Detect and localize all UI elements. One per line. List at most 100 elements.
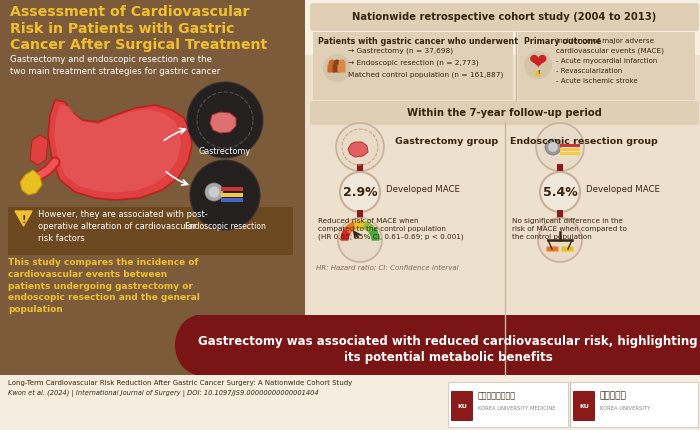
- Text: This study compares the incidence of
cardiovascular events between
patients unde: This study compares the incidence of car…: [8, 258, 200, 314]
- FancyBboxPatch shape: [557, 210, 563, 218]
- FancyBboxPatch shape: [305, 55, 700, 375]
- FancyBboxPatch shape: [451, 391, 473, 421]
- FancyBboxPatch shape: [357, 164, 363, 172]
- Text: Developed MACE: Developed MACE: [386, 185, 460, 194]
- Circle shape: [540, 172, 580, 212]
- Text: KOREA UNIVERSITY MEDICINE: KOREA UNIVERSITY MEDICINE: [478, 406, 556, 412]
- Polygon shape: [15, 211, 32, 226]
- Text: 고려대학교의료원: 고려대학교의료원: [478, 391, 516, 400]
- Circle shape: [340, 172, 380, 212]
- Polygon shape: [48, 100, 192, 200]
- FancyBboxPatch shape: [570, 382, 698, 427]
- Text: HR: Hazard ratio; CI: Confidence interval: HR: Hazard ratio; CI: Confidence interva…: [316, 265, 458, 271]
- FancyBboxPatch shape: [332, 64, 340, 73]
- Text: !: !: [537, 71, 539, 76]
- FancyBboxPatch shape: [560, 151, 580, 155]
- FancyBboxPatch shape: [0, 375, 700, 430]
- Text: Gastrectomy: Gastrectomy: [199, 147, 251, 156]
- Polygon shape: [54, 104, 181, 193]
- Text: However, they are associated with post-
operative alteration of cardiovascular
r: However, they are associated with post- …: [38, 210, 208, 243]
- Circle shape: [538, 218, 582, 262]
- Text: KU: KU: [457, 403, 467, 408]
- FancyBboxPatch shape: [221, 187, 243, 191]
- Circle shape: [339, 59, 346, 67]
- FancyBboxPatch shape: [328, 64, 335, 73]
- Text: 5.4%: 5.4%: [542, 185, 578, 199]
- Text: KU: KU: [579, 403, 589, 408]
- Polygon shape: [30, 135, 48, 165]
- Circle shape: [328, 59, 335, 67]
- Text: Endoscopic resection: Endoscopic resection: [185, 222, 265, 231]
- Text: Gastrectomy group: Gastrectomy group: [395, 136, 498, 145]
- Circle shape: [205, 183, 223, 201]
- Text: Gastrectomy was associated with reduced cardiovascular risk, highlighting: Gastrectomy was associated with reduced …: [198, 335, 698, 348]
- Text: Kwon et al. (2024) | International Journal of Surgery | DOI: 10.1097/JS9.0000000: Kwon et al. (2024) | International Journ…: [8, 390, 318, 397]
- FancyBboxPatch shape: [448, 382, 568, 427]
- Circle shape: [208, 186, 220, 198]
- Circle shape: [536, 123, 584, 171]
- Text: Endoscopic resection group: Endoscopic resection group: [510, 136, 658, 145]
- Text: → Endoscopic resection (n = 2,773): → Endoscopic resection (n = 2,773): [348, 60, 479, 67]
- Circle shape: [333, 59, 340, 67]
- FancyBboxPatch shape: [357, 210, 363, 218]
- FancyBboxPatch shape: [561, 246, 573, 252]
- Text: Incidence of major adverse: Incidence of major adverse: [556, 38, 654, 44]
- Polygon shape: [534, 70, 542, 76]
- FancyBboxPatch shape: [313, 32, 513, 100]
- Text: its potential metabolic benefits: its potential metabolic benefits: [344, 351, 552, 365]
- Text: - Acute myocardial infarction: - Acute myocardial infarction: [556, 58, 657, 64]
- Text: Assessment of Cardiovascular
Risk in Patients with Gastric
Cancer After Surgical: Assessment of Cardiovascular Risk in Pat…: [10, 5, 267, 52]
- Text: Nationwide retrospective cohort study (2004 to 2013): Nationwide retrospective cohort study (2…: [352, 12, 656, 22]
- Text: 2.9%: 2.9%: [343, 185, 377, 199]
- Text: No significant difference in the
risk of MACE when compared to
the control popul: No significant difference in the risk of…: [512, 218, 627, 240]
- Polygon shape: [210, 112, 236, 133]
- Text: - Revascularization: - Revascularization: [556, 68, 622, 74]
- FancyBboxPatch shape: [560, 144, 580, 147]
- Text: ❤: ❤: [528, 53, 547, 73]
- Text: Within the 7-year follow-up period: Within the 7-year follow-up period: [407, 108, 601, 118]
- Polygon shape: [364, 222, 375, 233]
- Circle shape: [187, 82, 263, 158]
- Circle shape: [336, 123, 384, 171]
- Polygon shape: [20, 170, 42, 195]
- Polygon shape: [370, 229, 379, 240]
- Polygon shape: [344, 222, 356, 233]
- Circle shape: [323, 54, 351, 82]
- Text: KOREA UNIVERSITY: KOREA UNIVERSITY: [600, 406, 650, 412]
- Ellipse shape: [175, 315, 225, 375]
- FancyBboxPatch shape: [337, 64, 346, 73]
- Circle shape: [545, 139, 561, 155]
- FancyBboxPatch shape: [195, 315, 700, 375]
- FancyBboxPatch shape: [547, 246, 559, 252]
- Polygon shape: [348, 142, 368, 157]
- Text: cardiovascular events (MACE): cardiovascular events (MACE): [556, 48, 664, 55]
- Circle shape: [338, 218, 382, 262]
- Text: Developed MACE: Developed MACE: [586, 185, 660, 194]
- Text: - Acute ischemic stroke: - Acute ischemic stroke: [556, 78, 638, 84]
- FancyBboxPatch shape: [560, 147, 580, 151]
- Text: Long-Term Cardiovascular Risk Reduction After Gastric Cancer Surgery: A Nationwi: Long-Term Cardiovascular Risk Reduction …: [8, 380, 352, 386]
- Polygon shape: [341, 229, 350, 240]
- Text: 고려대학교: 고려대학교: [600, 391, 627, 400]
- FancyBboxPatch shape: [573, 391, 595, 421]
- Text: Primary outcome: Primary outcome: [524, 37, 601, 46]
- Text: Matched control population (n = 161,887): Matched control population (n = 161,887): [348, 72, 503, 79]
- FancyBboxPatch shape: [0, 0, 305, 375]
- FancyBboxPatch shape: [518, 32, 695, 100]
- FancyBboxPatch shape: [305, 0, 700, 55]
- Circle shape: [524, 51, 552, 79]
- Text: Gastrectomy and endoscopic resection are the
two main treatment strategies for g: Gastrectomy and endoscopic resection are…: [10, 55, 220, 76]
- FancyBboxPatch shape: [221, 193, 243, 197]
- Text: → Gastrectomy (n = 37,698): → Gastrectomy (n = 37,698): [348, 48, 453, 55]
- FancyBboxPatch shape: [310, 101, 699, 125]
- FancyBboxPatch shape: [8, 207, 293, 255]
- Polygon shape: [354, 221, 366, 229]
- FancyBboxPatch shape: [557, 164, 563, 172]
- FancyBboxPatch shape: [221, 198, 243, 202]
- Text: Reduced risk of MACE when
compared to the control population
(HR 0.65; 95% CI, 0: Reduced risk of MACE when compared to th…: [318, 218, 463, 240]
- Circle shape: [548, 142, 558, 152]
- Text: Patients with gastric cancer who underwent: Patients with gastric cancer who underwe…: [318, 37, 518, 46]
- Text: !: !: [21, 215, 26, 225]
- FancyBboxPatch shape: [310, 3, 699, 31]
- Circle shape: [190, 160, 260, 230]
